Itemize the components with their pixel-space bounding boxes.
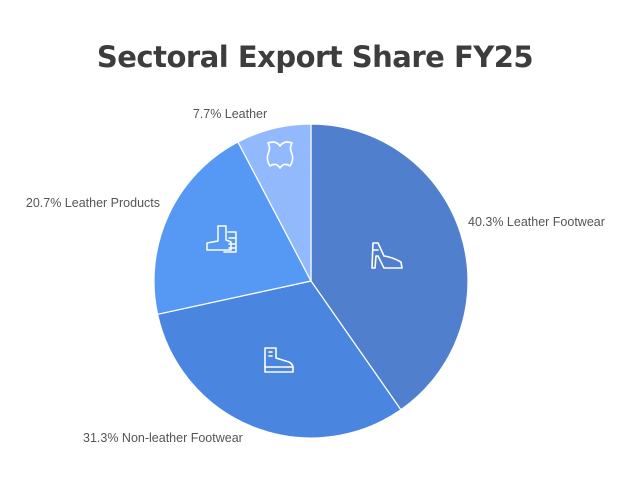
slice-label-non-leather-footwear: 31.3% Non-leather Footwear [83, 431, 243, 445]
pie-slices [153, 123, 469, 439]
pie-slice-leather-products [153, 141, 312, 316]
slice-labels: 40.3% Leather Footwear 31.3% Non-leather… [26, 107, 605, 445]
chart-title: Sectoral Export Share FY25 [96, 40, 534, 74]
boot-icon [264, 347, 294, 373]
boots-icon [206, 225, 237, 253]
pie-slice-leather-footwear [310, 123, 469, 411]
slice-label-leather: 7.7% Leather [193, 107, 267, 121]
high-heel-icon [371, 242, 403, 269]
pie-slice-leather [237, 123, 312, 282]
slice-label-leather-footwear: 40.3% Leather Footwear [468, 215, 605, 229]
slice-icons [206, 141, 403, 373]
leather-hide-icon [266, 141, 294, 169]
slice-label-leather-products: 20.7% Leather Products [26, 196, 160, 210]
